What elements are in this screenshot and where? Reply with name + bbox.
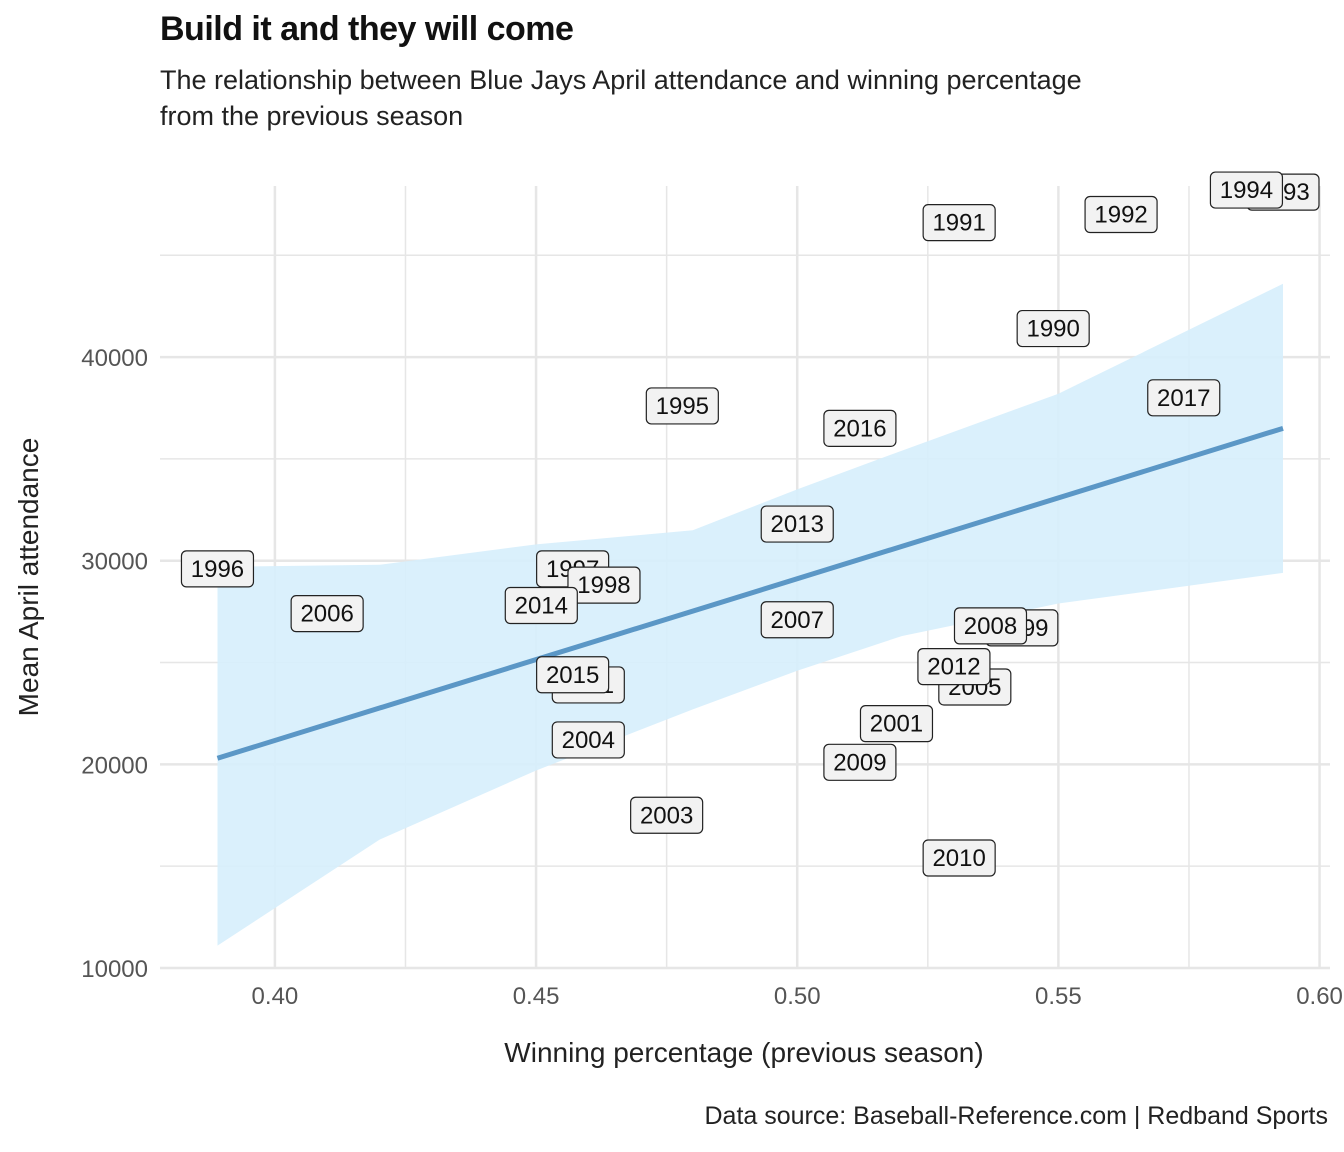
point-label-2004: 2004 (551, 721, 625, 759)
point-label-1992: 1992 (1084, 195, 1158, 234)
point-label-box (953, 607, 1028, 645)
point-label-text: 1995 (656, 393, 709, 420)
point-label-2010: 2010 (922, 839, 996, 877)
fit-line-layer (216, 425, 1284, 761)
point-label-box (823, 743, 897, 781)
point-label-2007: 2007 (760, 601, 834, 639)
point-label-2013: 2013 (760, 505, 834, 543)
point-label-box (760, 601, 834, 639)
point-label-text: 2004 (562, 727, 615, 754)
point-label-2012: 2012 (917, 648, 991, 686)
point-label-box (180, 550, 255, 588)
point-label-text: 1994 (1220, 177, 1273, 204)
point-label-text: 2010 (932, 845, 985, 872)
point-label-box (917, 648, 991, 686)
y-axis-ticks: 10000 20000 30000 40000 (81, 345, 148, 983)
x-tick-label: 0.40 (252, 983, 299, 1010)
confidence-band (217, 283, 1283, 946)
chart-title: Build it and they will come (160, 10, 574, 48)
point-label-text: 2006 (300, 601, 353, 628)
point-label-box (859, 705, 934, 743)
y-tick-label: 10000 (81, 956, 148, 983)
point-label-2017: 2017 (1147, 379, 1221, 417)
point-label-1990: 1990 (1016, 309, 1090, 348)
point-label-2006: 2006 (290, 595, 364, 633)
point-label-2014: 2014 (504, 586, 578, 625)
point-label-box (1016, 309, 1090, 348)
point-label-text: 2016 (833, 415, 886, 442)
point-label-text: 1990 (1026, 316, 1079, 343)
point-label-box (1147, 379, 1221, 417)
x-tick-label: 0.60 (1296, 983, 1343, 1010)
point-label-text: 2001 (870, 711, 923, 738)
point-label-box (536, 656, 610, 694)
y-axis-title: Mean April attendance (13, 438, 44, 717)
point-label-1995: 1995 (645, 387, 719, 425)
point-label-1991: 1991 (922, 204, 996, 242)
chart-subtitle: The relationship between Blue Jays April… (160, 62, 1160, 134)
subtitle-line-1: The relationship between Blue Jays April… (160, 65, 1082, 95)
x-axis-title: Winning percentage (previous season) (504, 1037, 983, 1068)
data-source-caption: Data source: Baseball-Reference.com | Re… (704, 1102, 1329, 1130)
point-label-box (630, 796, 704, 834)
point-label-text: 2014 (515, 593, 568, 620)
point-label-1996: 1996 (180, 550, 255, 588)
point-label-box (1209, 171, 1284, 209)
confidence-band-layer (217, 283, 1283, 946)
point-label-text: 1992 (1094, 202, 1147, 229)
point-label-box (567, 566, 641, 604)
point-label-text: 2007 (771, 607, 824, 634)
point-labels: 1990199119921993199519961997199819992001… (180, 171, 1320, 877)
point-label-box (290, 595, 364, 633)
point-label-text: 2008 (964, 613, 1017, 640)
x-axis-ticks: 0.40 0.45 0.50 0.55 0.60 (252, 983, 1343, 1010)
point-label-box (922, 839, 996, 877)
point-label-1994: 1994 (1209, 171, 1284, 209)
point-label-text: 2012 (927, 654, 980, 681)
y-tick-label: 40000 (81, 345, 148, 372)
point-label-2009: 2009 (823, 743, 897, 781)
point-label-2003: 2003 (630, 796, 704, 834)
point-label-text: 2013 (771, 511, 824, 538)
point-label-box (760, 505, 834, 543)
point-label-2001: 2001 (859, 705, 934, 743)
x-tick-label: 0.55 (1035, 983, 1082, 1010)
subtitle-line-2: from the previous season (160, 101, 464, 131)
point-label-text: 2009 (833, 749, 886, 776)
y-tick-label: 30000 (81, 549, 148, 576)
x-tick-label: 0.50 (774, 983, 821, 1010)
point-label-text: 2003 (640, 802, 693, 829)
point-label-box (1084, 195, 1158, 234)
y-tick-label: 20000 (81, 752, 148, 779)
fit-line (216, 425, 1284, 761)
point-label-box (504, 586, 578, 625)
x-tick-label: 0.45 (513, 983, 560, 1010)
point-label-box (823, 409, 897, 447)
point-label-box (645, 387, 719, 425)
point-label-2016: 2016 (823, 409, 897, 447)
point-label-text: 1991 (932, 210, 985, 237)
point-label-box (922, 204, 996, 242)
point-label-text: 1996 (191, 556, 244, 583)
point-label-2008: 2008 (953, 607, 1028, 645)
point-label-text: 2015 (546, 662, 599, 689)
point-label-2015: 2015 (536, 656, 610, 694)
point-label-text: 2017 (1157, 385, 1210, 412)
point-label-box (551, 721, 625, 759)
point-label-1998: 1998 (567, 566, 641, 604)
point-label-text: 1998 (577, 572, 630, 599)
